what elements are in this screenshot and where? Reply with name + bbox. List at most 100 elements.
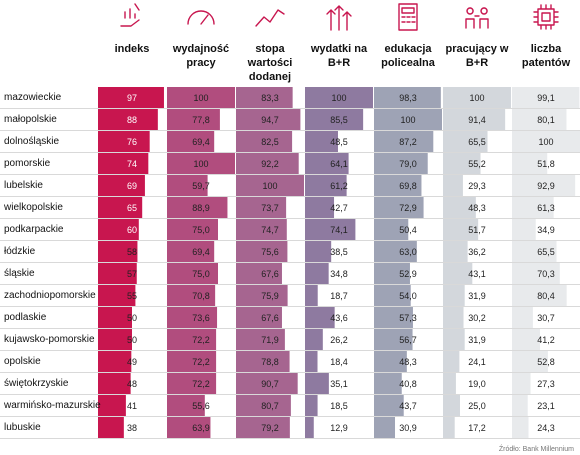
bar bbox=[512, 417, 529, 438]
row-divider bbox=[0, 284, 580, 285]
bar bbox=[167, 175, 208, 196]
bar bbox=[374, 241, 417, 262]
bar bbox=[305, 417, 314, 438]
bar bbox=[167, 263, 218, 284]
value-label: 70,3 bbox=[537, 269, 555, 279]
bar bbox=[374, 219, 409, 240]
value-label: 24,1 bbox=[468, 357, 486, 367]
value-label: 59,7 bbox=[192, 181, 210, 191]
bar bbox=[374, 263, 410, 284]
growth-arrows-icon bbox=[322, 0, 356, 34]
bar bbox=[443, 175, 463, 196]
bar bbox=[167, 109, 220, 130]
bar bbox=[305, 109, 364, 130]
bar bbox=[374, 175, 422, 196]
bar bbox=[167, 153, 235, 174]
value-label: 23,1 bbox=[537, 401, 555, 411]
bar bbox=[443, 219, 479, 240]
row-divider bbox=[0, 130, 580, 131]
value-label: 77,8 bbox=[192, 115, 210, 125]
value-label: 65,5 bbox=[468, 137, 486, 147]
value-label: 94,7 bbox=[261, 115, 279, 125]
row-divider bbox=[0, 372, 580, 373]
row-divider bbox=[0, 416, 580, 417]
value-label: 48,5 bbox=[330, 137, 348, 147]
bar bbox=[512, 307, 533, 328]
bar bbox=[236, 197, 287, 218]
value-label: 18,4 bbox=[330, 357, 348, 367]
bar bbox=[443, 351, 460, 372]
value-label: 100 bbox=[331, 93, 346, 103]
value-label: 41,2 bbox=[537, 335, 555, 345]
row-divider bbox=[0, 438, 580, 439]
value-label: 12,9 bbox=[330, 423, 348, 433]
bar bbox=[236, 373, 298, 394]
row-divider bbox=[0, 108, 580, 109]
bar bbox=[374, 417, 396, 438]
column-header: edukacja policealna bbox=[381, 43, 435, 69]
bar bbox=[167, 285, 216, 306]
bar bbox=[98, 417, 124, 438]
region-label: pomorskie bbox=[4, 158, 51, 169]
bar bbox=[512, 153, 548, 174]
bar bbox=[512, 329, 541, 350]
bar bbox=[305, 351, 318, 372]
value-label: 30,2 bbox=[468, 313, 486, 323]
value-label: 63,9 bbox=[192, 423, 210, 433]
bar bbox=[98, 329, 132, 350]
region-label: łódzkie bbox=[4, 246, 36, 257]
bar bbox=[167, 351, 217, 372]
value-label: 91,4 bbox=[468, 115, 486, 125]
value-label: 50 bbox=[127, 335, 137, 345]
value-label: 38,5 bbox=[330, 247, 348, 257]
bar bbox=[512, 395, 528, 416]
bar bbox=[167, 307, 218, 328]
row-divider bbox=[0, 262, 580, 263]
row-divider bbox=[0, 174, 580, 175]
bar bbox=[305, 131, 338, 152]
value-label: 72,2 bbox=[192, 357, 210, 367]
value-label: 72,2 bbox=[192, 335, 210, 345]
bar bbox=[512, 351, 548, 372]
value-label: 56,7 bbox=[399, 335, 417, 345]
bar bbox=[236, 219, 287, 240]
bar bbox=[167, 219, 218, 240]
bar bbox=[98, 395, 126, 416]
bar bbox=[512, 241, 557, 262]
workers-icon bbox=[460, 0, 494, 34]
bar bbox=[305, 87, 373, 108]
bar bbox=[512, 109, 567, 130]
bar bbox=[167, 87, 235, 108]
value-label: 52,8 bbox=[537, 357, 555, 367]
value-label: 69 bbox=[127, 181, 137, 191]
bar bbox=[98, 373, 131, 394]
bar bbox=[236, 417, 290, 438]
bar bbox=[374, 153, 428, 174]
bar bbox=[98, 285, 136, 306]
bar bbox=[512, 285, 567, 306]
bar bbox=[512, 87, 580, 108]
bar bbox=[374, 87, 441, 108]
value-label: 74,7 bbox=[261, 225, 279, 235]
bar bbox=[167, 241, 215, 262]
value-label: 18,7 bbox=[330, 291, 348, 301]
value-label: 71,9 bbox=[261, 335, 279, 345]
calculator-icon bbox=[391, 0, 425, 34]
value-label: 80,4 bbox=[537, 291, 555, 301]
value-label: 52,9 bbox=[399, 269, 417, 279]
value-label: 61,2 bbox=[330, 181, 348, 191]
value-label: 97 bbox=[127, 93, 137, 103]
value-label: 83,3 bbox=[261, 93, 279, 103]
value-label: 80,7 bbox=[261, 401, 279, 411]
value-label: 19,0 bbox=[468, 379, 486, 389]
bar bbox=[374, 395, 404, 416]
value-label: 88 bbox=[127, 115, 137, 125]
bar bbox=[236, 329, 285, 350]
value-label: 30,9 bbox=[399, 423, 417, 433]
bar bbox=[305, 329, 323, 350]
value-label: 100 bbox=[193, 159, 208, 169]
value-label: 41 bbox=[127, 401, 137, 411]
value-label: 55 bbox=[127, 291, 137, 301]
bar bbox=[98, 197, 143, 218]
bar bbox=[374, 373, 402, 394]
